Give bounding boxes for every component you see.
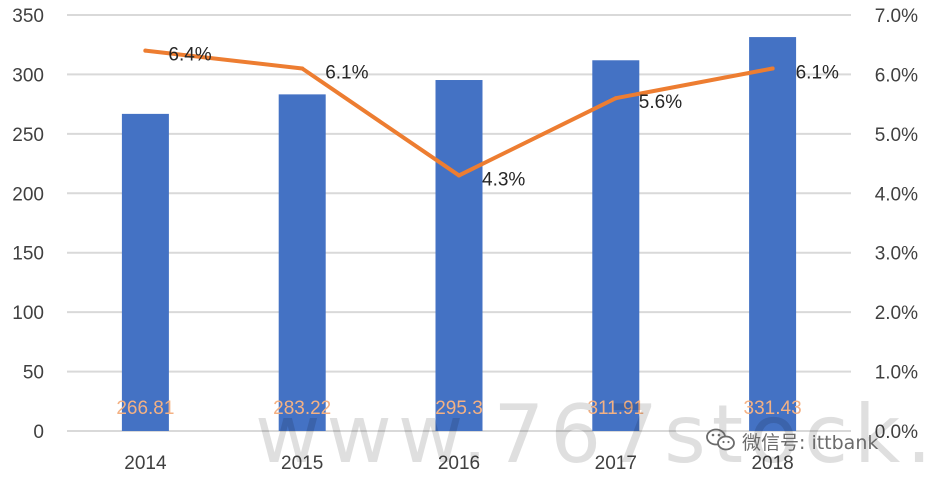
line-series: [143, 48, 775, 178]
line-value-label: 5.6%: [639, 92, 682, 113]
left-y-axis: 0 50 100 150 200 250 300 350: [12, 6, 44, 443]
y-right-tick-label: 5.0%: [875, 125, 918, 146]
y-left-tick-label: 0: [33, 422, 44, 443]
x-tick-label: 2017: [595, 453, 637, 474]
x-axis: 2014 2015 2016 2017 2018: [124, 453, 793, 474]
line-value-label: 4.3%: [482, 169, 525, 190]
bar: [592, 60, 640, 432]
y-right-tick-label: 4.0%: [875, 184, 918, 205]
y-left-tick-label: 150: [12, 244, 44, 265]
right-y-axis: 0.0% 1.0% 2.0% 3.0% 4.0% 5.0% 6.0% 7.0%: [875, 6, 918, 443]
y-right-tick-label: 6.0%: [875, 65, 918, 86]
line-value-label: 6.1%: [325, 62, 368, 83]
x-tick-label: 2014: [124, 453, 167, 474]
x-tick-label: 2015: [281, 453, 323, 474]
y-right-tick-label: 7.0%: [875, 6, 918, 27]
y-right-tick-label: 3.0%: [875, 244, 918, 265]
line-value-label: 6.1%: [796, 62, 839, 83]
bar: [749, 37, 797, 431]
bar-value-label: 266.81: [116, 398, 174, 419]
line-point: [770, 66, 775, 71]
bar-series: [121, 37, 797, 432]
y-right-tick-label: 0.0%: [875, 422, 918, 443]
line-point: [613, 96, 618, 101]
y-left-tick-label: 200: [12, 184, 44, 205]
line-point: [457, 173, 461, 178]
y-left-tick-label: 250: [12, 125, 44, 146]
x-tick-label: 2016: [438, 453, 480, 474]
y-left-tick-label: 350: [12, 6, 44, 27]
y-left-tick-label: 100: [12, 303, 44, 324]
bar-value-label: 283.22: [273, 398, 331, 419]
y-left-tick-label: 300: [12, 65, 44, 86]
line-value-label: 6.4%: [168, 45, 211, 66]
wechat-badge: 微信号: ittbank: [706, 428, 878, 454]
wechat-label: 微信号: ittbank: [742, 432, 878, 454]
y-left-tick-label: 50: [23, 363, 44, 384]
y-right-tick-label: 2.0%: [875, 303, 918, 324]
bar: [435, 80, 483, 431]
watermark-text: www.767stock.co: [255, 388, 939, 481]
bar: [121, 113, 169, 431]
bar-value-label: 295.3: [435, 398, 483, 419]
line-data-labels: 6.4% 6.1% 4.3% 5.6% 6.1%: [168, 45, 839, 191]
x-tick-label: 2018: [751, 453, 793, 474]
watermark: www.767stock.co: [255, 388, 939, 481]
bar-data-labels: 266.81 283.22 295.3 311.91 331.43: [116, 398, 801, 419]
bar-value-label: 331.43: [744, 398, 802, 419]
bar: [278, 94, 326, 431]
y-right-tick-label: 1.0%: [875, 363, 918, 384]
line-point: [143, 48, 148, 53]
bar-value-label: 311.91: [587, 398, 644, 419]
line-point: [300, 66, 305, 71]
wechat-icon: [706, 428, 735, 451]
